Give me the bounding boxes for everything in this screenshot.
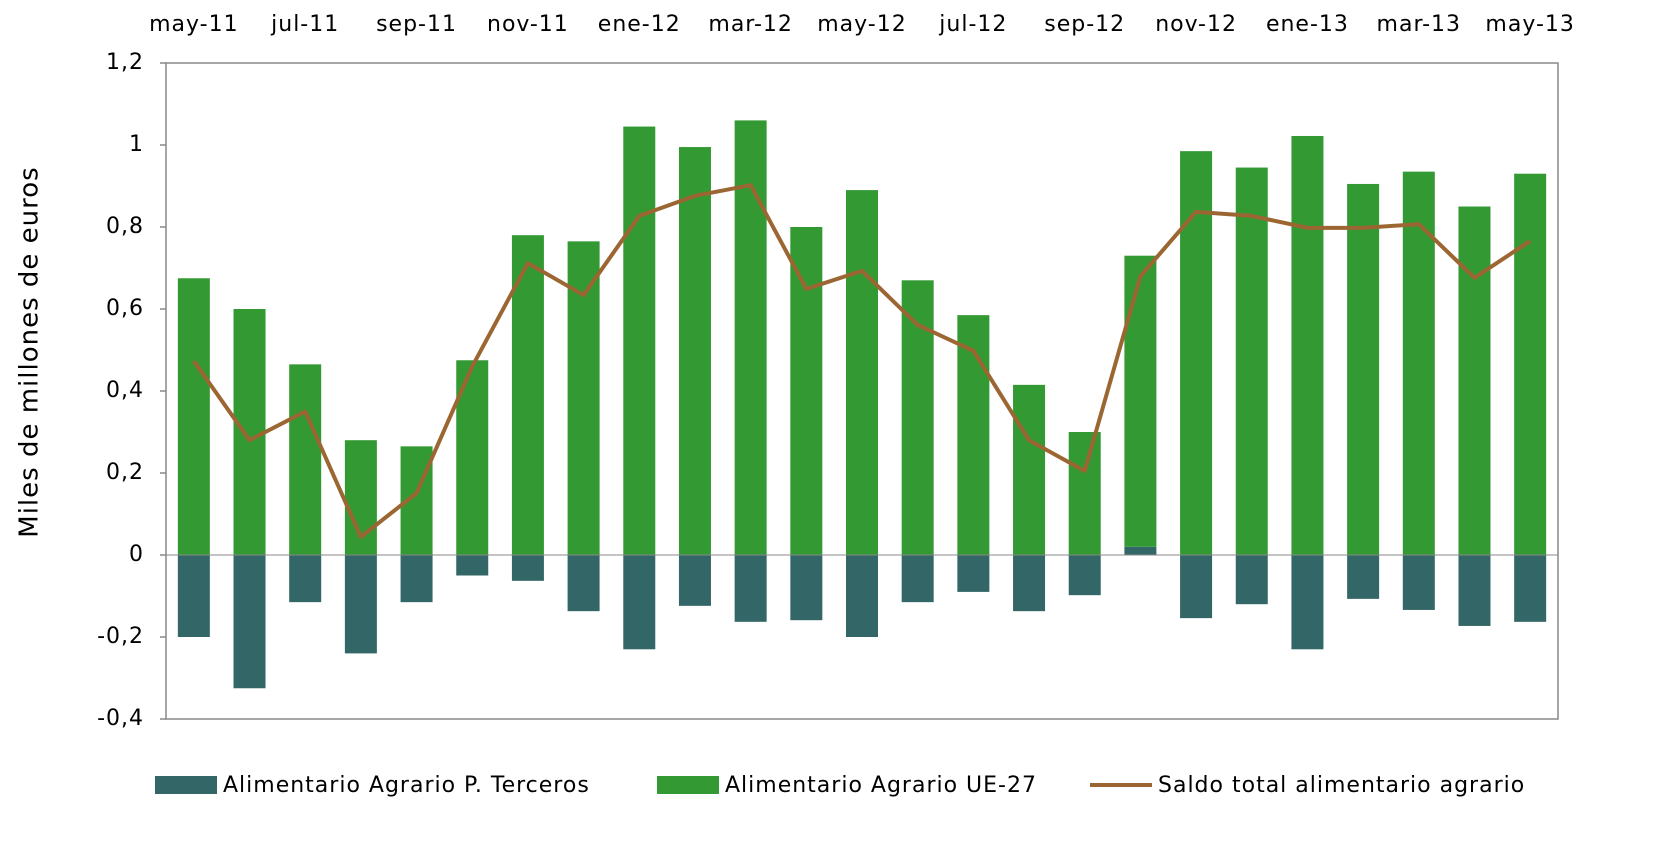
bar [790, 227, 823, 555]
x-tick-label: mar-13 [1377, 12, 1461, 37]
bar [623, 555, 656, 650]
x-tick-label: jul-12 [938, 12, 1007, 37]
y-tick-label: 0,6 [106, 296, 144, 321]
legend-swatch [155, 776, 217, 794]
x-tick-label: may-12 [817, 12, 906, 37]
bar [1458, 555, 1491, 626]
legend-label: Alimentario Agrario P. Terceros [223, 773, 590, 798]
y-tick-label: 0 [129, 542, 144, 567]
legend-swatch [657, 776, 719, 794]
bar [233, 309, 266, 555]
bar [1235, 167, 1268, 556]
bar [289, 364, 322, 555]
bar [1347, 183, 1380, 555]
bar [1013, 555, 1046, 612]
x-tick-label: may-11 [149, 12, 238, 37]
bar [901, 280, 934, 555]
bar [623, 126, 656, 556]
bar [1013, 384, 1046, 555]
x-tick-label: may-13 [1485, 12, 1574, 37]
x-tick-label: mar-12 [708, 12, 792, 37]
bar [177, 278, 210, 555]
y-tick-label: 0,4 [106, 378, 144, 403]
bar [678, 555, 711, 606]
bar [790, 555, 823, 621]
legend-label: Alimentario Agrario UE-27 [725, 773, 1037, 798]
bar [678, 147, 711, 556]
bar [1291, 135, 1324, 556]
bar [957, 315, 990, 555]
bar [901, 555, 934, 603]
y-tick-label: 0,8 [106, 214, 144, 239]
bar [233, 555, 266, 689]
bar [846, 190, 878, 555]
y-axis-label: Miles de millones de euros [15, 166, 45, 537]
bar [1347, 555, 1380, 599]
bar [344, 555, 377, 654]
bar [1291, 555, 1324, 650]
bar [1514, 173, 1547, 555]
bar [734, 555, 767, 622]
bar [1068, 432, 1101, 555]
bar [1402, 555, 1435, 610]
bar [1458, 206, 1491, 555]
x-tick-label: ene-13 [1266, 12, 1349, 37]
bar [1180, 151, 1213, 555]
x-tick-label: ene-12 [598, 12, 681, 37]
x-tick-label: sep-11 [376, 12, 457, 37]
line [192, 183, 1532, 539]
x-tick-label: jul-11 [270, 12, 339, 37]
bar [511, 555, 544, 581]
y-tick-label: -0,2 [97, 624, 144, 649]
bar [734, 120, 767, 556]
bar [846, 555, 878, 637]
bar [1180, 555, 1213, 619]
bar [1235, 555, 1268, 605]
bar [1124, 546, 1157, 555]
bar [456, 555, 489, 576]
bar [177, 555, 210, 637]
y-tick-label: 0,2 [106, 460, 144, 485]
legend-label: Saldo total alimentario agrario [1158, 773, 1525, 798]
y-tick-label: 1,2 [106, 50, 144, 75]
y-tick-label: 1 [129, 132, 144, 157]
bar [1068, 555, 1101, 596]
y-tick-label: -0,4 [97, 706, 144, 731]
x-tick-label: sep-12 [1044, 12, 1125, 37]
bar [957, 555, 990, 592]
bar [1514, 555, 1547, 622]
x-tick-label: nov-12 [1155, 12, 1237, 37]
bar [511, 235, 544, 555]
bar [1124, 255, 1157, 547]
bar [400, 555, 433, 603]
bar [1402, 171, 1435, 555]
x-tick-label: nov-11 [487, 12, 569, 37]
bar [567, 555, 600, 612]
bar [289, 555, 322, 603]
